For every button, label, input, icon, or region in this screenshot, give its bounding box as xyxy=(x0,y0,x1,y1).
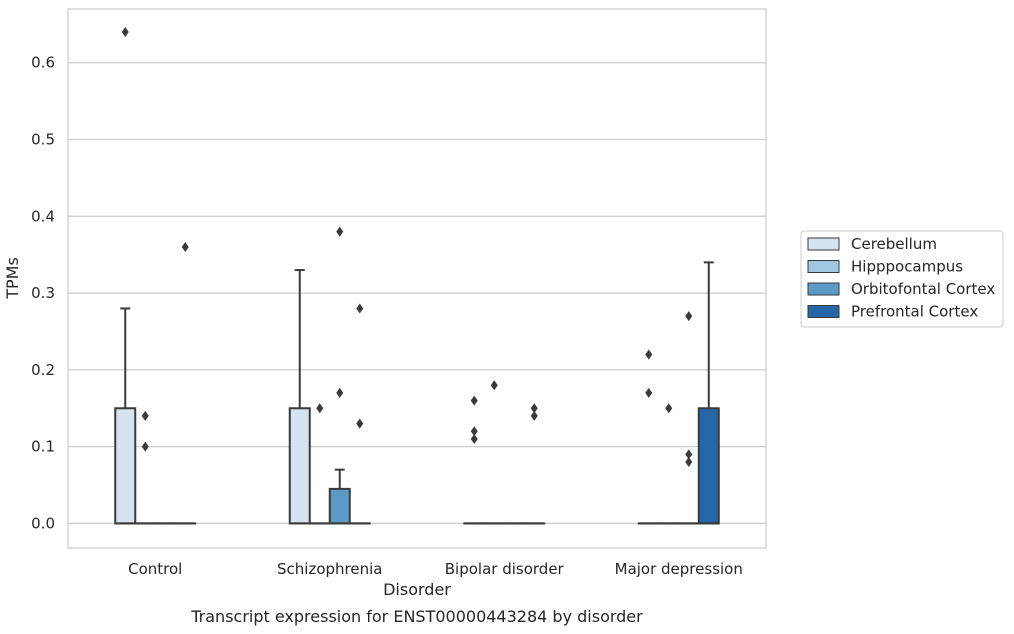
y-tick-label: 0.0 xyxy=(31,514,55,532)
y-tick-label: 0.2 xyxy=(31,361,55,379)
outlier-point xyxy=(121,27,129,38)
outlier-point xyxy=(645,387,653,398)
outlier-point xyxy=(141,410,149,421)
chart-title: Transcript expression for ENST0000044328… xyxy=(190,607,643,626)
outlier-point xyxy=(685,457,693,468)
outlier-point xyxy=(336,226,344,237)
x-tick-label: Bipolar disorder xyxy=(445,560,565,578)
legend-label: Cerebellum xyxy=(851,235,937,253)
y-tick-label: 0.3 xyxy=(31,284,55,302)
y-tick-label: 0.4 xyxy=(31,207,55,225)
x-tick-label: Control xyxy=(128,560,182,578)
legend-label: Hipppocampus xyxy=(851,258,963,276)
outlier-point xyxy=(685,311,693,322)
x-tick-label: Schizophrenia xyxy=(277,560,382,578)
gridlines xyxy=(68,62,766,525)
x-tick-labels: Control Schizophrenia Bipolar disorder Majo… xyxy=(128,560,743,578)
outlier-point xyxy=(530,403,538,414)
legend-label: Orbitofontal Cortex xyxy=(851,280,995,298)
outlier-point xyxy=(470,395,478,406)
outlier-point xyxy=(181,242,189,253)
plot-area xyxy=(68,9,766,548)
legend-frame xyxy=(800,230,1004,328)
outlier-point xyxy=(665,403,673,414)
outlier-point xyxy=(490,380,498,391)
outlier-point xyxy=(470,433,478,444)
outlier-point xyxy=(141,441,149,452)
outlier-point xyxy=(316,403,324,414)
legend-swatch xyxy=(807,260,840,273)
outlier-point xyxy=(336,387,344,398)
legend-label: Prefrontal Cortex xyxy=(851,303,978,321)
y-tick-label: 0.5 xyxy=(31,131,55,149)
outlier-point xyxy=(530,410,538,421)
y-tick-label: 0.6 xyxy=(31,54,55,72)
outlier-point xyxy=(470,426,478,437)
box xyxy=(328,487,351,525)
box-series xyxy=(114,27,720,525)
box xyxy=(288,407,311,525)
legend: Cerebellum Hipppocampus Orbitofontal Corte… xyxy=(800,230,1004,328)
y-tick-labels: 0.0 0.1 0.2 0.3 0.4 0.5 0.6 xyxy=(31,54,55,533)
y-tick-label: 0.1 xyxy=(31,438,55,456)
y-axis-label: TPMs xyxy=(3,257,22,300)
box xyxy=(697,407,720,525)
legend-swatch xyxy=(807,237,840,251)
legend-swatch xyxy=(807,305,840,318)
x-axis-label: Disorder xyxy=(383,580,451,599)
outlier-point xyxy=(356,418,364,429)
box xyxy=(114,407,137,525)
legend-swatch xyxy=(807,282,840,296)
outlier-point xyxy=(356,303,364,314)
plot-frame xyxy=(67,8,767,549)
outlier-point xyxy=(645,349,653,360)
outlier-point xyxy=(685,449,693,460)
x-tick-label: Major depression xyxy=(615,560,743,578)
